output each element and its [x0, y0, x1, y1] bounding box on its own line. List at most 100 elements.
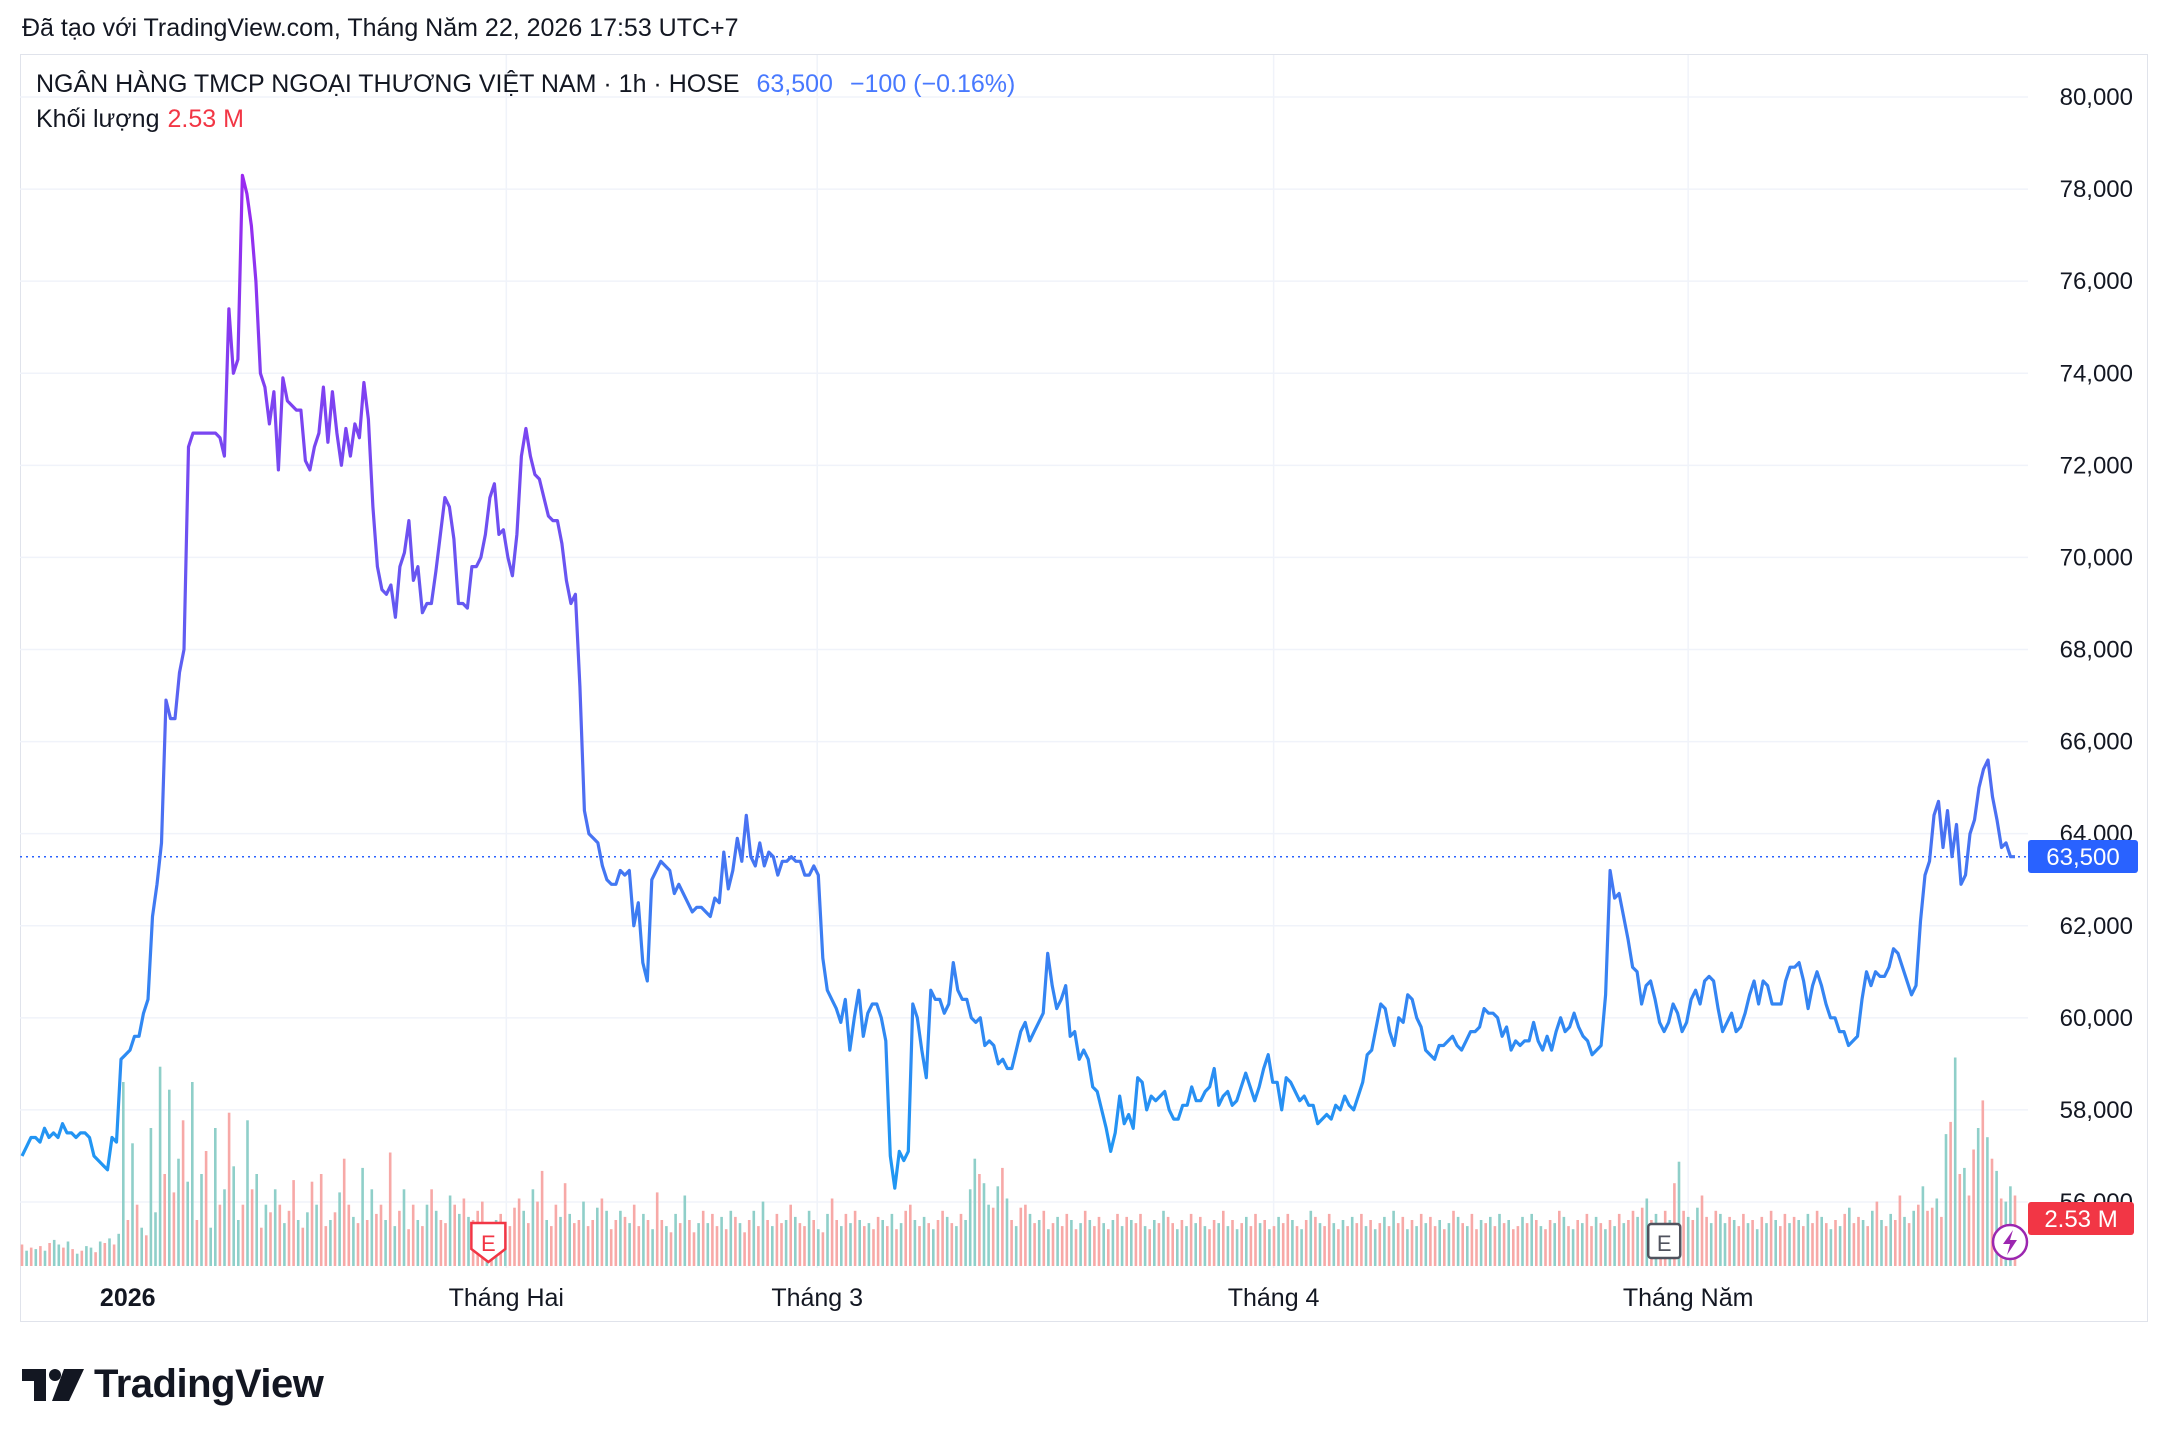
volume-bar: [117, 1233, 120, 1266]
volume-bar: [1912, 1210, 1915, 1266]
volume-bar: [1010, 1220, 1013, 1266]
volume-bar: [1346, 1226, 1349, 1266]
volume-bar: [1921, 1186, 1925, 1266]
symbol-title: NGÂN HÀNG TMCP NGOẠI THƯƠNG VIỆT NAM · 1…: [36, 70, 740, 98]
volume-bar: [131, 1143, 134, 1266]
volume-bar: [319, 1174, 323, 1266]
volume-bar: [711, 1213, 714, 1266]
volume-bar: [734, 1216, 737, 1266]
volume-bar: [559, 1216, 562, 1266]
brand[interactable]: TradingView: [22, 1362, 324, 1407]
volume-bar: [775, 1213, 779, 1266]
x-tick-label: 2026: [100, 1284, 156, 1312]
volume-bar: [1217, 1223, 1220, 1266]
volume-bar: [306, 1212, 309, 1266]
volume-bar: [655, 1192, 659, 1266]
brand-name: TradingView: [94, 1362, 324, 1406]
volume-bar: [1691, 1220, 1695, 1266]
volume-bar: [1815, 1210, 1819, 1266]
volume-bar: [1475, 1229, 1478, 1266]
volume-bar: [1249, 1226, 1253, 1266]
volume-bar: [540, 1170, 544, 1266]
lightning-icon[interactable]: [1991, 1223, 2029, 1261]
volume-bar: [660, 1220, 664, 1266]
volume-bar: [527, 1223, 530, 1266]
earnings-marker[interactable]: E: [1646, 1222, 1682, 1260]
volume-bar: [1369, 1220, 1372, 1266]
volume-bar: [955, 1226, 958, 1266]
volume-bar: [568, 1213, 571, 1266]
volume-bar: [1746, 1223, 1750, 1266]
volume-bar: [1222, 1210, 1225, 1266]
volume-bar: [1074, 1229, 1078, 1266]
volume-bar: [1102, 1223, 1105, 1266]
volume-bar: [1093, 1226, 1096, 1266]
volume-bar: [388, 1152, 392, 1266]
volume-bar: [1512, 1229, 1515, 1266]
volume-bar: [398, 1210, 401, 1266]
volume-bar: [1272, 1226, 1276, 1266]
volume-bar: [1410, 1220, 1414, 1266]
volume-bar: [863, 1226, 866, 1266]
volume-bar: [1107, 1229, 1110, 1266]
volume-bar: [1963, 1167, 1966, 1266]
volume-bar: [1419, 1213, 1423, 1266]
volume-bar: [1033, 1223, 1036, 1266]
volume-bar: [241, 1204, 245, 1266]
volume-bar: [425, 1204, 429, 1266]
volume-bar: [34, 1249, 38, 1266]
volume-bar: [1617, 1213, 1621, 1266]
volume-bar: [80, 1250, 84, 1266]
volume-bar: [1949, 1121, 1952, 1266]
volume-bar: [1608, 1220, 1612, 1266]
volume-bar: [1884, 1226, 1888, 1266]
volume-bar: [232, 1166, 235, 1266]
volume-bar: [596, 1207, 599, 1266]
volume-bar: [867, 1223, 871, 1266]
volume-bar: [1452, 1210, 1455, 1266]
volume-bar: [269, 1212, 272, 1266]
volume-bar: [1852, 1223, 1856, 1266]
volume-bar: [1516, 1226, 1520, 1266]
volume-bar: [1981, 1100, 1985, 1266]
volume-bar: [462, 1198, 466, 1266]
volume-bar: [950, 1223, 954, 1266]
volume-bar: [1728, 1216, 1731, 1266]
volume-bars: [20, 1057, 2017, 1266]
volume-bar: [1387, 1226, 1391, 1266]
volume-bar: [1917, 1204, 1920, 1266]
volume-bar: [1530, 1213, 1533, 1266]
volume-bar: [1323, 1226, 1326, 1266]
volume-bar: [1245, 1216, 1248, 1266]
volume-bar: [720, 1216, 723, 1266]
volume-bar: [614, 1220, 618, 1266]
volume-bar: [1438, 1220, 1441, 1266]
volume-bar: [642, 1213, 645, 1266]
volume-bar: [1433, 1226, 1437, 1266]
volume-bar: [1162, 1210, 1165, 1266]
volume-bar: [1005, 1198, 1009, 1266]
volume-legend: Khối lượng 2.53 M: [36, 105, 244, 134]
volume-bar: [577, 1220, 581, 1266]
volume-bar: [1120, 1226, 1124, 1266]
volume-bar: [1060, 1226, 1064, 1266]
volume-bar: [48, 1243, 51, 1266]
earnings-marker[interactable]: E: [470, 1221, 507, 1264]
x-tick-label: Tháng 4: [1228, 1284, 1320, 1312]
volume-bar: [1848, 1207, 1851, 1266]
volume-bar: [1765, 1223, 1768, 1266]
volume-bar: [600, 1198, 604, 1266]
volume-bar: [678, 1223, 682, 1266]
y-tick-label: 76,000: [2060, 268, 2133, 295]
volume-bar: [85, 1246, 88, 1266]
volume-bar: [273, 1189, 277, 1266]
volume-bar: [1185, 1226, 1188, 1266]
volume-bar: [936, 1220, 940, 1266]
chart-frame[interactable]: [20, 54, 2148, 1322]
volume-bar: [1148, 1229, 1151, 1266]
volume-bar: [149, 1128, 153, 1266]
volume-bar: [784, 1220, 788, 1266]
price-change: −100 (−0.16%): [849, 70, 1016, 98]
